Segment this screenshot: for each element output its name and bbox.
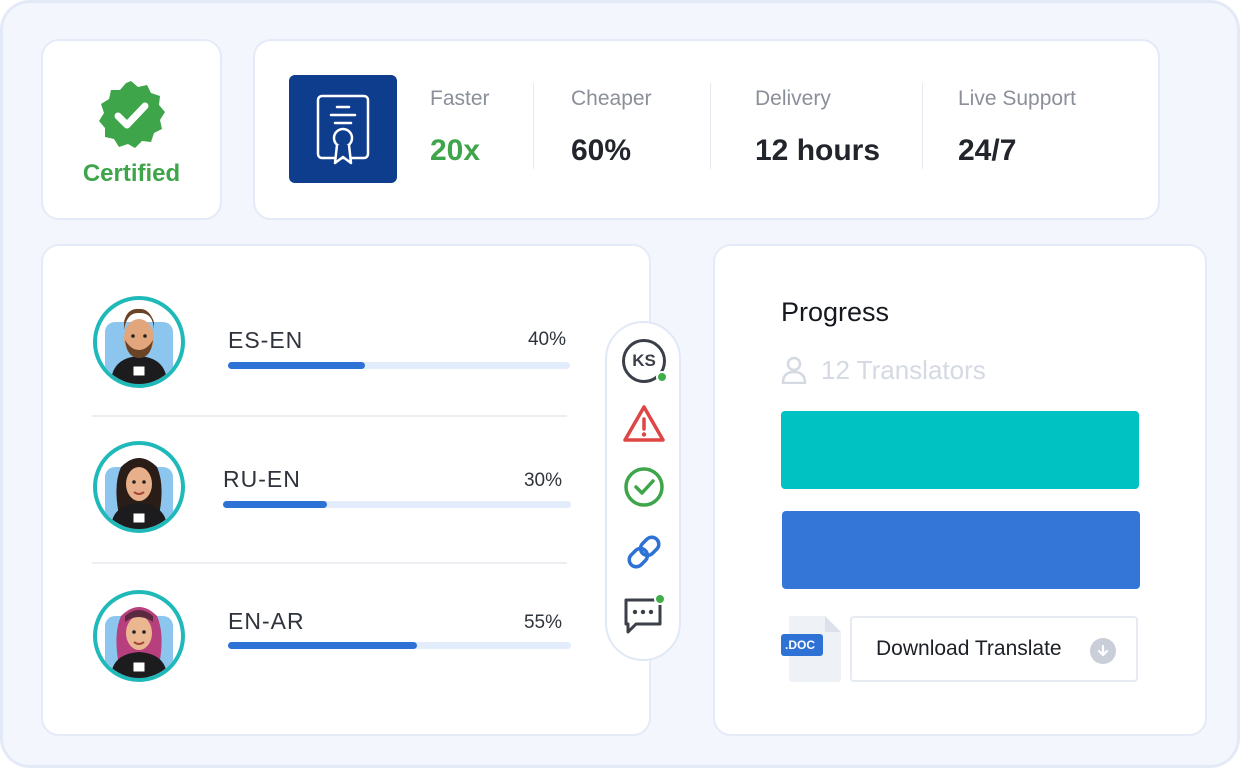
progress-block-secondary [782, 511, 1140, 589]
stat-label: Cheaper [571, 87, 652, 110]
link-icon [627, 535, 661, 569]
progress-track [223, 501, 571, 508]
divider [533, 83, 534, 169]
download-label: Download Translate [876, 637, 1062, 660]
warning-icon [623, 405, 665, 442]
language-pair: EN-AR [228, 608, 305, 634]
stat-value: 24/7 [958, 134, 1017, 167]
certified-card: Certified [41, 39, 222, 220]
progress-fill [228, 362, 365, 369]
translator-avatar [93, 296, 185, 388]
woman-dark-hair-avatar [105, 458, 173, 529]
stat-label: Faster [430, 87, 490, 110]
approve-button[interactable] [620, 463, 668, 511]
progress-fill [223, 501, 328, 508]
language-pair: ES-EN [228, 327, 304, 353]
language-pair: RU-EN [223, 466, 301, 492]
progress-card: Progress 12 Translators .DOC Download Tr… [713, 244, 1207, 736]
action-toolbar: KS [605, 321, 681, 661]
progress-percent: 55% [523, 612, 562, 633]
stats-card: Faster 20x Cheaper 60% Delivery 12 hours… [253, 39, 1160, 220]
verified-badge-icon [99, 81, 165, 148]
online-status-dot [656, 371, 668, 383]
chat-icon [624, 594, 666, 634]
translator-avatar [93, 441, 185, 533]
translator-avatar [93, 590, 185, 682]
certificate-icon [316, 94, 370, 165]
file-type-label: .DOC [785, 638, 815, 652]
divider [922, 83, 923, 169]
check-circle-icon [624, 467, 664, 507]
user-icon [781, 356, 807, 384]
man-with-beard-avatar [105, 308, 173, 384]
user-avatar-button[interactable]: KS [620, 337, 668, 385]
progress-track [228, 642, 571, 649]
download-icon [1090, 638, 1116, 664]
stat-label: Live Support [958, 87, 1076, 110]
stat-cheaper: Cheaper 60% [571, 85, 652, 169]
stat-live-support: Live Support 24/7 [958, 85, 1076, 169]
list-item[interactable]: RU-EN 30% [43, 441, 603, 541]
translators-count: 12 Translators [781, 354, 986, 386]
stat-value: 60% [571, 134, 632, 167]
stat-value: 20x [430, 134, 481, 167]
download-translate-button[interactable]: Download Translate [850, 616, 1138, 682]
divider [92, 562, 567, 564]
progress-fill [228, 642, 417, 649]
warning-button[interactable] [620, 400, 668, 448]
divider [710, 83, 711, 169]
initials-text: KS [632, 351, 656, 370]
link-button[interactable] [620, 528, 668, 576]
progress-track [228, 362, 570, 369]
list-item[interactable]: EN-AR 55% [43, 590, 603, 690]
progress-title: Progress [781, 297, 890, 327]
certificate-tile [289, 75, 397, 183]
chat-button[interactable] [620, 591, 668, 639]
woman-pink-hair-avatar [105, 607, 173, 678]
user-initials: KS [622, 339, 668, 383]
stat-faster: Faster 20x [430, 85, 490, 169]
certified-label: Certified [82, 160, 181, 187]
doc-file-icon: .DOC [781, 616, 841, 682]
stat-value: 12 hours [755, 134, 881, 167]
language-progress-card: ES-EN 40% RU-EN 30% [41, 244, 651, 736]
progress-block-primary [781, 411, 1139, 489]
progress-percent: 30% [523, 470, 562, 491]
stat-delivery: Delivery 12 hours [755, 85, 880, 169]
progress-percent: 40% [527, 329, 566, 350]
list-item[interactable]: ES-EN 40% [43, 296, 603, 396]
divider [92, 415, 567, 417]
stat-label: Delivery [755, 87, 831, 110]
translators-label: 12 Translators [821, 354, 986, 385]
